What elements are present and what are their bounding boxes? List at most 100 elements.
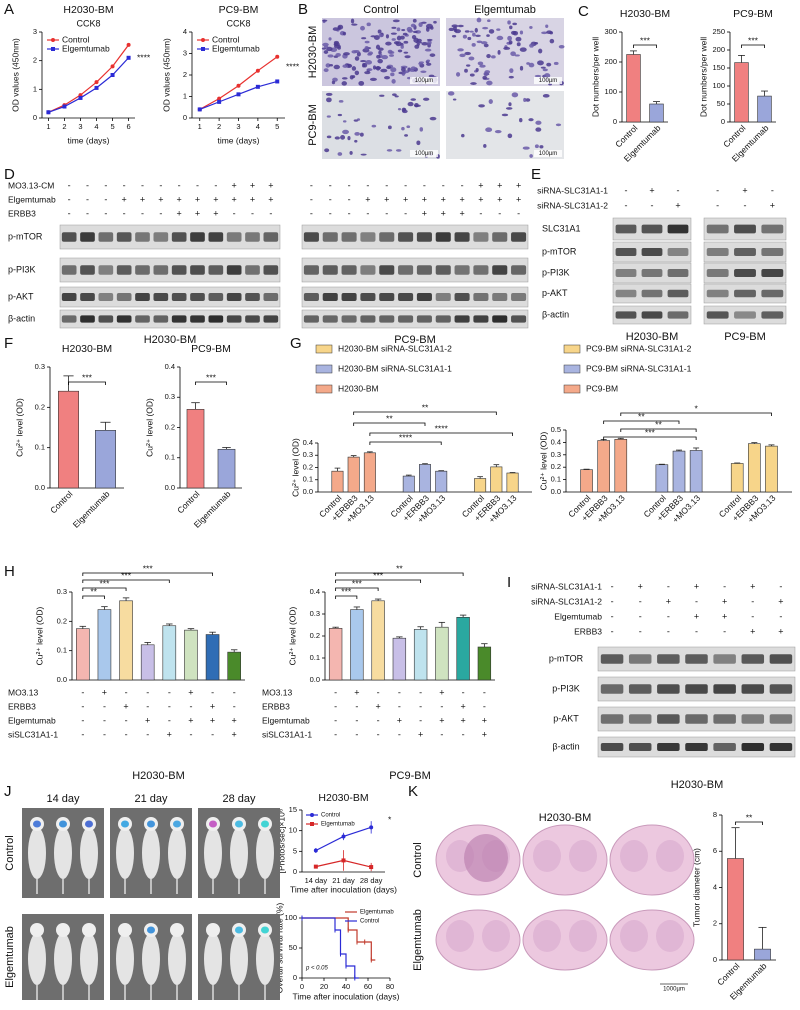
blot-band — [61, 293, 77, 301]
blot-band — [769, 743, 793, 751]
condition-mark: - — [159, 208, 162, 218]
condition-mark: - — [141, 180, 144, 190]
stained-cell — [471, 42, 476, 47]
condition-mark: - — [81, 701, 84, 711]
stained-cell — [519, 47, 527, 52]
brain-region — [446, 920, 474, 952]
stained-cell — [549, 38, 555, 44]
x-tick-label: 3 — [236, 122, 240, 131]
blot-band — [667, 224, 689, 234]
x-axis-label: time (days) — [67, 135, 109, 145]
condition-mark: - — [404, 208, 407, 218]
stained-cell — [337, 152, 343, 156]
condition-mark: + — [232, 194, 237, 204]
mouse-body — [80, 827, 98, 879]
significance-bracket — [735, 821, 763, 825]
condition-mark: - — [334, 701, 337, 711]
condition-mark: - — [723, 581, 726, 591]
condition-mark: + — [750, 581, 755, 591]
condition-mark: - — [355, 729, 358, 739]
signal — [261, 820, 269, 828]
stained-cell — [354, 131, 360, 136]
point — [197, 107, 202, 112]
condition-mark: - — [716, 185, 719, 195]
stained-cell — [519, 117, 523, 123]
bar — [748, 443, 761, 493]
blot-band — [454, 293, 470, 301]
blot-band — [245, 315, 260, 323]
blot-band — [379, 265, 395, 275]
stained-cell — [546, 30, 553, 34]
legend-swatch — [563, 344, 581, 354]
stained-cell — [496, 28, 501, 31]
condition-name: ERBB3 — [8, 701, 36, 711]
mouse-body — [204, 933, 222, 985]
blot-band — [600, 714, 624, 724]
stained-cell — [406, 26, 413, 32]
bar — [184, 629, 198, 681]
bar — [456, 616, 470, 681]
y-tick-label: 0.3 — [165, 392, 175, 401]
significance-label: *** — [99, 578, 110, 588]
blot-band — [713, 743, 736, 751]
condition-mark: - — [611, 611, 614, 621]
blot-band — [761, 289, 784, 298]
x-tick-label: 2 — [62, 122, 66, 131]
stained-cell — [384, 76, 390, 80]
y-tick-label: 0.2 — [57, 616, 67, 625]
stained-cell — [537, 60, 544, 66]
blot-band — [657, 743, 680, 751]
condition-mark: + — [694, 581, 699, 591]
y-axis-label: Tumor diameter (cm) — [691, 848, 701, 927]
blot-band — [706, 269, 729, 277]
condition-mark: + — [459, 194, 464, 204]
stained-cell — [510, 51, 516, 57]
mouse-body — [256, 933, 274, 985]
stained-cell — [467, 36, 472, 41]
blot-band — [473, 293, 489, 301]
condition-mark: + — [210, 701, 215, 711]
blot-band — [761, 224, 784, 234]
blot-band — [657, 654, 680, 664]
blot-band — [511, 315, 527, 323]
condition-mark: - — [385, 208, 388, 218]
y-tick-label: 0 — [713, 955, 717, 964]
condition-mark: + — [778, 596, 783, 606]
stained-cell — [482, 75, 487, 80]
blot-band — [713, 714, 736, 724]
mouse-body — [230, 827, 248, 879]
condition-mark: + — [140, 194, 145, 204]
blot-band — [492, 315, 508, 323]
chart-title: H2030-BM — [62, 343, 112, 355]
condition-mark: + — [145, 715, 150, 725]
bar — [614, 438, 628, 493]
stained-cell — [544, 73, 551, 79]
chart-title: H2030-BM — [63, 4, 113, 16]
line — [48, 44, 130, 113]
condition-mark: - — [123, 180, 126, 190]
stained-cell — [325, 63, 331, 68]
blot-band — [473, 265, 489, 275]
bar — [435, 626, 449, 681]
y-tick-label: 1 — [183, 91, 187, 100]
stained-cell — [387, 49, 393, 54]
condition-mark: + — [365, 194, 370, 204]
y-tick-label: 0.1 — [303, 475, 313, 484]
bar — [490, 466, 503, 493]
column-label: Control — [363, 4, 398, 16]
stained-cell — [333, 42, 340, 47]
x-tick-label: 6 — [127, 122, 131, 131]
stained-cell — [337, 113, 343, 117]
point — [313, 864, 318, 869]
y-tick-label: 15 — [289, 805, 297, 814]
condition-mark: - — [68, 194, 71, 204]
blot-band — [641, 224, 663, 234]
blot-band — [435, 232, 451, 242]
stained-cell — [403, 40, 409, 44]
condition-mark: + — [354, 687, 359, 697]
x-tick-label: 3 — [78, 122, 82, 131]
stained-cell — [546, 62, 552, 67]
stained-cell — [541, 31, 548, 35]
annotation: **** — [137, 52, 151, 62]
stained-cell — [508, 102, 512, 107]
